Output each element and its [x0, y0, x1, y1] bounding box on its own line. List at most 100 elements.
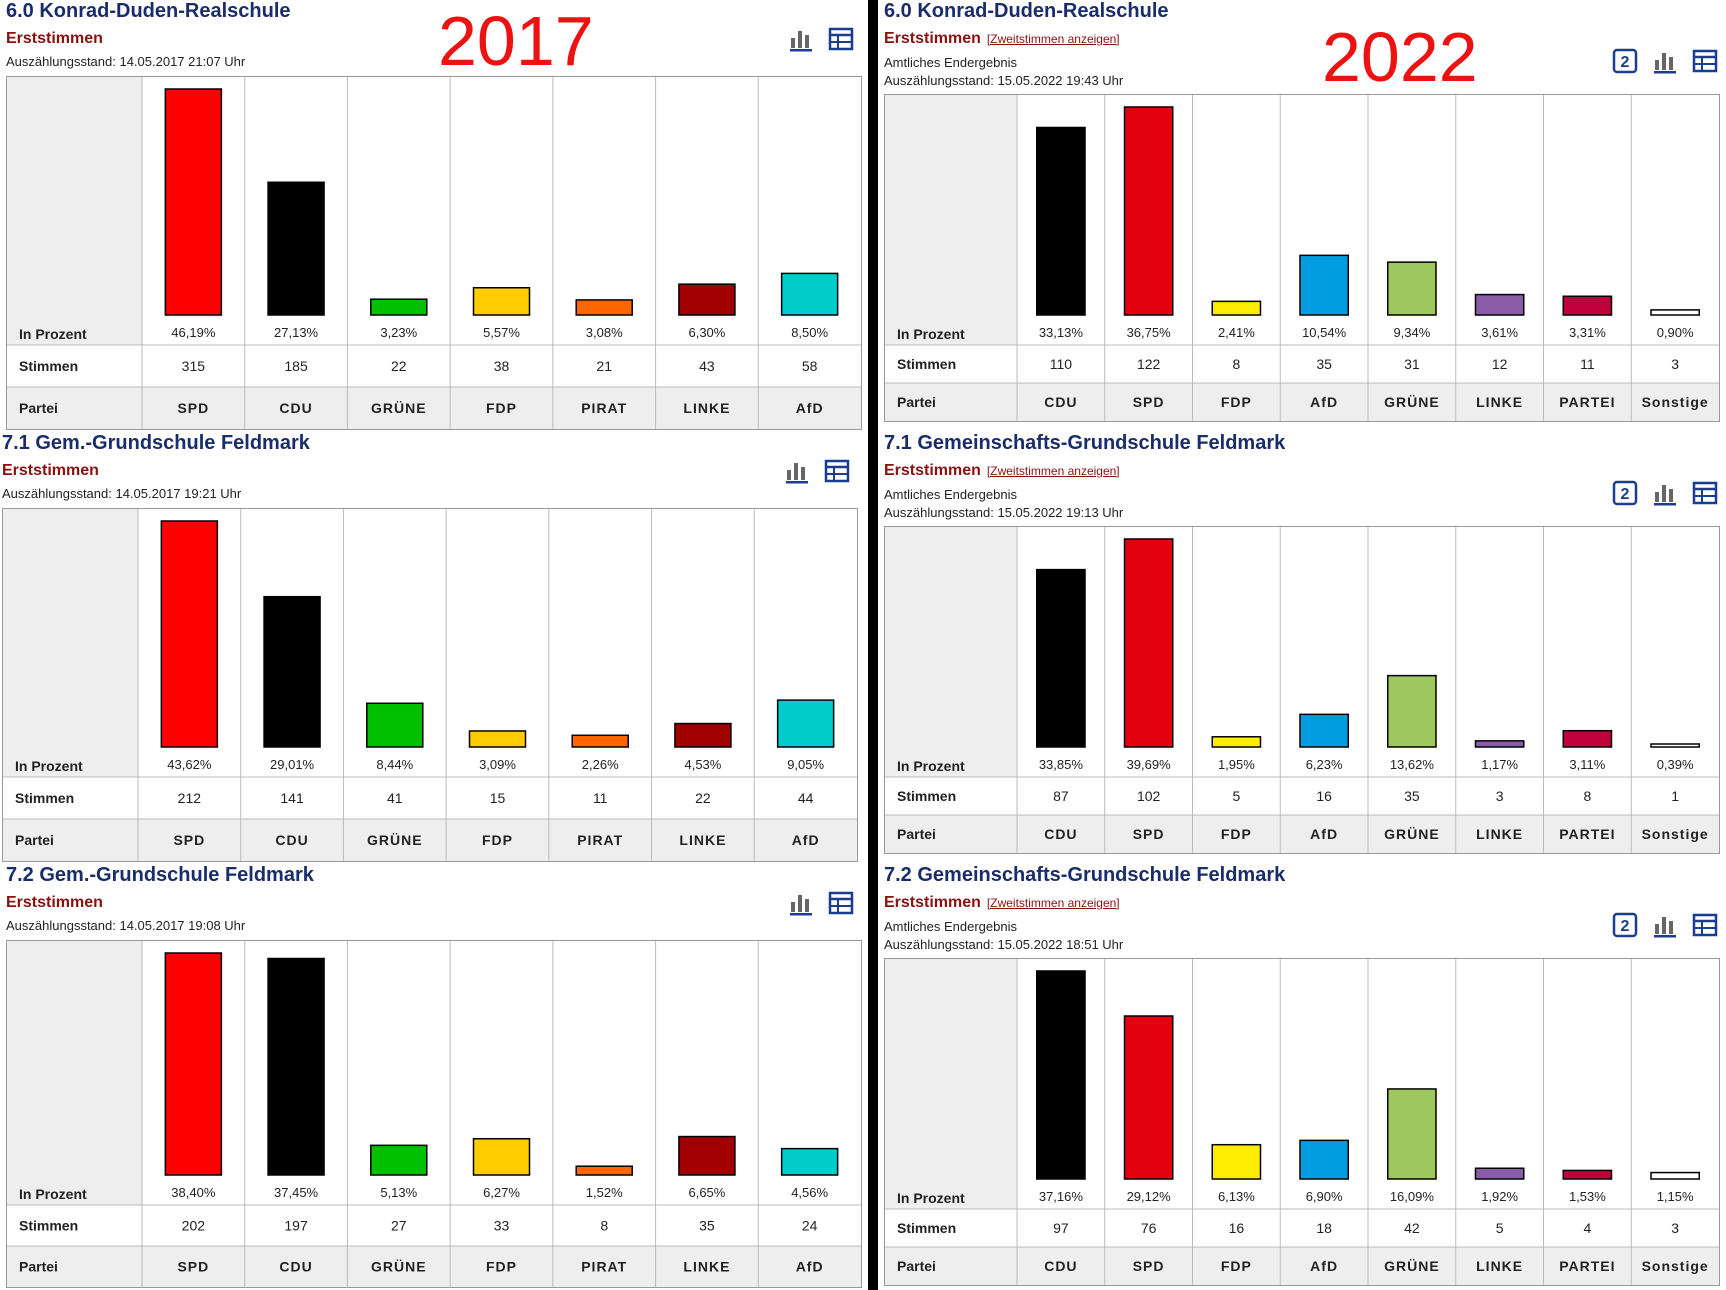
bar-spd[interactable]: [1123, 106, 1174, 316]
bar-fdp[interactable]: [1211, 736, 1262, 748]
bar-cdu[interactable]: [267, 181, 325, 316]
percent-label: 37,16%: [1039, 1189, 1084, 1204]
row-label-votes: Stimmen: [19, 358, 78, 374]
party-label: Sonstige: [1642, 1258, 1709, 1274]
table-icon[interactable]: [828, 890, 854, 916]
label-column-bg: [885, 527, 1017, 777]
bar-spd[interactable]: [164, 952, 223, 1176]
bar-cdu[interactable]: [267, 957, 325, 1176]
bar-afd[interactable]: [1299, 713, 1350, 748]
percent-label: 6,27%: [483, 1185, 520, 1200]
bar-linke[interactable]: [678, 1135, 736, 1176]
bar-linke[interactable]: [1474, 740, 1525, 748]
second-votes-link[interactable]: [Zweitstimmen anzeigen]: [986, 896, 1120, 910]
bar-afd[interactable]: [1299, 1139, 1350, 1180]
bar-cdu[interactable]: [1035, 970, 1086, 1180]
votes-label: 31: [1404, 356, 1420, 372]
bar-fdp[interactable]: [472, 1138, 531, 1176]
bar-spd[interactable]: [164, 88, 223, 316]
bar-linke[interactable]: [678, 283, 736, 316]
bar-chart-icon[interactable]: [788, 890, 814, 916]
percent-label: 3,61%: [1481, 325, 1518, 340]
second-votes-link[interactable]: [Zweitstimmen anzeigen]: [986, 32, 1120, 46]
bar-cdu[interactable]: [1035, 126, 1086, 316]
bar-sonstige[interactable]: [1650, 309, 1701, 316]
party-label: FDP: [486, 400, 517, 416]
bar-partei[interactable]: [1562, 295, 1613, 316]
bar-partei[interactable]: [1562, 1169, 1613, 1180]
bar-sonstige[interactable]: [1650, 743, 1701, 748]
party-label: SPD: [173, 832, 205, 848]
bar-linke[interactable]: [1474, 293, 1525, 316]
bar-grüne[interactable]: [1386, 1088, 1437, 1180]
bar-linke[interactable]: [674, 722, 732, 748]
bar-spd[interactable]: [160, 520, 219, 748]
bar-linke[interactable]: [1474, 1167, 1525, 1180]
bar-grüne[interactable]: [1386, 674, 1437, 748]
row-label-party: Partei: [15, 832, 54, 848]
votes-label: 35: [1404, 788, 1420, 804]
bar-chart-icon[interactable]: [1652, 912, 1678, 938]
second-votes-link[interactable]: [Zweitstimmen anzeigen]: [986, 464, 1120, 478]
bar-afd[interactable]: [780, 1147, 839, 1176]
bar-chart-icon[interactable]: [788, 26, 814, 52]
second-vote-icon[interactable]: 2: [1612, 480, 1638, 506]
row-label-percent: In Prozent: [897, 1190, 965, 1206]
votes-label: 110: [1050, 356, 1073, 372]
bar-cdu[interactable]: [263, 595, 321, 748]
percent-label: 33,13%: [1039, 325, 1084, 340]
bar-chart-icon[interactable]: [1652, 480, 1678, 506]
bar-afd[interactable]: [776, 699, 835, 748]
bar-fdp[interactable]: [472, 286, 531, 316]
row-label-votes: Stimmen: [897, 356, 956, 372]
bar-spd[interactable]: [1123, 538, 1174, 748]
votes-label: 1: [1671, 788, 1679, 804]
table-icon[interactable]: [1692, 48, 1718, 74]
bar-pirat[interactable]: [571, 734, 629, 748]
votes-label: 4: [1583, 1220, 1591, 1236]
bar-grüne[interactable]: [370, 298, 428, 316]
view-switcher: 2: [1612, 480, 1718, 506]
bar-chart-icon[interactable]: [1652, 48, 1678, 74]
bar-spd[interactable]: [1123, 1015, 1174, 1180]
percent-label: 3,11%: [1569, 757, 1605, 772]
bar-afd[interactable]: [1299, 254, 1350, 316]
party-label: AfD: [1310, 1258, 1338, 1274]
bar-fdp[interactable]: [1211, 300, 1262, 316]
chart-panel: 7.2 Gem.-Grundschule Feldmark Erststimme…: [6, 864, 862, 1290]
label-column-bg: [3, 509, 138, 777]
bar-pirat[interactable]: [575, 1165, 633, 1176]
bar-grüne[interactable]: [370, 1144, 428, 1176]
percent-label: 29,01%: [270, 757, 315, 772]
bar-cdu[interactable]: [1035, 568, 1086, 748]
table-icon[interactable]: [824, 458, 850, 484]
row-label-votes: Stimmen: [897, 1220, 956, 1236]
second-vote-icon[interactable]: 2: [1612, 912, 1638, 938]
party-label: SPD: [177, 400, 209, 416]
party-row-bg: [3, 819, 857, 861]
count-status: Auszählungsstand: 15.05.2022 18:51 Uhr: [884, 937, 1124, 952]
party-label: SPD: [177, 1259, 209, 1275]
bar-sonstige[interactable]: [1650, 1171, 1701, 1180]
table-icon[interactable]: [1692, 912, 1718, 938]
panel-subtitle: Erststimmen [Zweitstimmen anzeigen]: [884, 30, 1120, 48]
count-status: Auszählungsstand: 15.05.2022 19:13 Uhr: [884, 505, 1124, 520]
party-label: LINKE: [1476, 394, 1523, 410]
percent-label: 46,19%: [171, 325, 216, 340]
table-icon[interactable]: [1692, 480, 1718, 506]
bar-fdp[interactable]: [1211, 1143, 1262, 1180]
bar-afd[interactable]: [780, 272, 839, 316]
party-label: PARTEI: [1559, 1258, 1615, 1274]
bar-grüne[interactable]: [1386, 261, 1437, 316]
party-label: GRÜNE: [371, 1259, 427, 1275]
bar-chart-icon[interactable]: [784, 458, 810, 484]
bar-grüne[interactable]: [366, 702, 424, 748]
second-vote-icon[interactable]: 2: [1612, 48, 1638, 74]
bar-pirat[interactable]: [575, 299, 633, 316]
percent-label: 3,31%: [1569, 325, 1606, 340]
bar-partei[interactable]: [1562, 729, 1613, 748]
votes-label: 8: [1583, 788, 1591, 804]
party-label: CDU: [1044, 394, 1077, 410]
table-icon[interactable]: [828, 26, 854, 52]
bar-fdp[interactable]: [468, 730, 527, 748]
